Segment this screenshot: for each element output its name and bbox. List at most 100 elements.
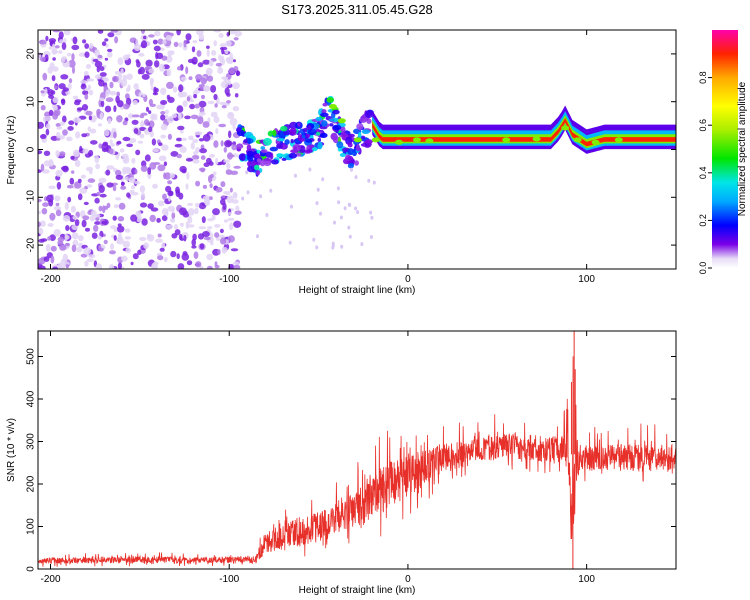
noise-blob xyxy=(155,52,159,60)
noise-blob xyxy=(202,184,207,189)
noise-blob xyxy=(156,104,164,110)
noise-blob xyxy=(98,247,104,252)
noise-blob xyxy=(169,172,175,179)
noise-blob xyxy=(176,30,181,36)
noise-blob xyxy=(38,150,43,155)
noise-blob xyxy=(199,148,208,154)
noise-blob xyxy=(38,198,42,203)
signal-blob xyxy=(361,129,370,134)
noise-blob xyxy=(228,263,235,269)
noise-blob xyxy=(178,192,184,200)
snr-marks xyxy=(38,331,676,569)
noise-blob xyxy=(38,227,42,231)
noise-blob xyxy=(74,100,81,106)
noise-blob xyxy=(80,83,87,90)
noise-blob xyxy=(179,222,184,227)
signal-blob xyxy=(269,146,278,152)
noise-blob xyxy=(70,155,75,160)
noise-blob xyxy=(38,39,47,45)
noise-blob xyxy=(117,223,122,227)
noise-blob xyxy=(145,59,153,67)
signal-blob xyxy=(247,165,256,173)
noise-blob xyxy=(98,79,105,87)
noise-blob xyxy=(59,244,67,251)
noise-blob xyxy=(217,249,221,255)
noise-blob xyxy=(59,39,64,44)
noise-blob xyxy=(214,261,218,267)
noise-blob xyxy=(101,41,107,47)
tone-hotspot xyxy=(371,137,380,143)
noise-blob xyxy=(114,71,121,75)
noise-blob xyxy=(185,158,194,162)
noise-blob xyxy=(138,53,145,57)
noise-blob xyxy=(74,181,82,189)
noise-blob xyxy=(104,129,110,137)
noise-blob xyxy=(155,238,163,243)
noise-blob xyxy=(167,180,173,185)
signal-blob xyxy=(293,146,298,151)
noise-blob xyxy=(131,114,140,118)
noise-blob xyxy=(56,181,62,190)
noise-blob xyxy=(160,111,166,115)
noise-blob xyxy=(62,215,71,222)
noise-blob xyxy=(45,128,50,136)
noise-blob xyxy=(195,147,201,153)
noise-blob xyxy=(100,100,105,108)
noise-blob xyxy=(97,30,104,34)
noise-blob xyxy=(180,130,184,134)
noise-blob xyxy=(198,202,207,210)
noise-blob xyxy=(52,57,56,61)
noise-blob xyxy=(139,236,147,242)
noise-blob xyxy=(207,226,213,230)
noise-blob xyxy=(176,137,183,142)
noise-blob xyxy=(232,106,240,112)
signal-blob xyxy=(256,170,261,176)
noise-blob xyxy=(140,165,148,172)
noise-blob xyxy=(183,39,187,48)
x-tick-label: 100 xyxy=(578,574,595,585)
noise-blob xyxy=(232,124,236,130)
noise-blob xyxy=(94,155,100,164)
noise-blob xyxy=(143,119,150,126)
noise-blob xyxy=(115,174,124,180)
noise-blob xyxy=(124,228,131,233)
signal-blob xyxy=(311,147,318,152)
signal-blob xyxy=(307,128,317,136)
noise-blob xyxy=(99,112,104,121)
tone-hotspot xyxy=(573,137,582,143)
signal-blob xyxy=(249,161,257,167)
noise-blob xyxy=(224,50,229,54)
x-tick-label: -100 xyxy=(219,574,239,585)
noise-blob xyxy=(157,255,164,261)
noise-blob xyxy=(143,35,147,40)
noise-blob xyxy=(99,66,105,72)
noise-blob xyxy=(166,94,171,100)
signal-speck xyxy=(347,225,351,230)
noise-blob xyxy=(71,232,79,240)
noise-blob xyxy=(48,109,54,116)
noise-blob xyxy=(212,171,217,176)
noise-blob xyxy=(113,131,117,139)
noise-blob xyxy=(72,36,78,45)
noise-blob xyxy=(199,243,205,250)
noise-blob xyxy=(57,240,64,246)
noise-blob xyxy=(194,103,200,109)
noise-blob xyxy=(221,195,226,199)
noise-blob xyxy=(165,185,172,193)
noise-blob xyxy=(88,254,96,259)
signal-blob xyxy=(280,125,288,132)
signal-blob xyxy=(364,110,374,118)
noise-blob xyxy=(147,203,154,210)
noise-blob xyxy=(132,253,139,260)
noise-blob xyxy=(176,153,182,159)
noise-blob xyxy=(52,266,59,269)
noise-blob xyxy=(187,202,194,206)
y-tick-label: 200 xyxy=(26,475,37,492)
noise-blob xyxy=(161,215,168,222)
signal-blob xyxy=(260,146,266,150)
noise-blob xyxy=(68,78,73,84)
noise-blob xyxy=(81,133,88,138)
noise-blob xyxy=(131,185,136,190)
spectrogram-xlabel: Height of straight line (km) xyxy=(299,285,416,296)
signal-speck xyxy=(256,234,259,239)
